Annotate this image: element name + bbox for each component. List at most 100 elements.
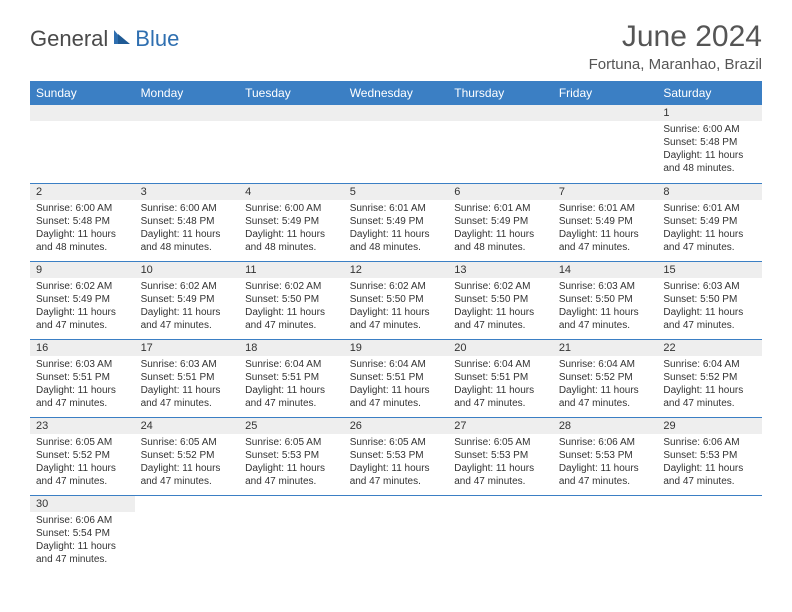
calendar-body: 1 Sunrise: 6:00 AMSunset: 5:48 PMDaylight…: [30, 105, 762, 573]
calendar-day-cell: 9Sunrise: 6:02 AMSunset: 5:49 PMDaylight…: [30, 261, 135, 339]
calendar-day-cell: 28Sunrise: 6:06 AMSunset: 5:53 PMDayligh…: [553, 417, 658, 495]
calendar-day-cell: 5Sunrise: 6:01 AMSunset: 5:49 PMDaylight…: [344, 183, 449, 261]
calendar-day-cell: 11Sunrise: 6:02 AMSunset: 5:50 PMDayligh…: [239, 261, 344, 339]
day-number: 5: [344, 184, 449, 200]
calendar-week-row: 2Sunrise: 6:00 AMSunset: 5:48 PMDaylight…: [30, 183, 762, 261]
day-number: 6: [448, 184, 553, 200]
calendar-day-cell: 25Sunrise: 6:05 AMSunset: 5:53 PMDayligh…: [239, 417, 344, 495]
daylight-line: Daylight: 11 hours and 47 minutes.: [245, 306, 338, 332]
calendar-day-cell: [344, 105, 449, 183]
calendar-day-cell: 10Sunrise: 6:02 AMSunset: 5:49 PMDayligh…: [135, 261, 240, 339]
day-content: Sunrise: 6:01 AMSunset: 5:49 PMDaylight:…: [553, 200, 658, 258]
day-content: Sunrise: 6:04 AMSunset: 5:51 PMDaylight:…: [448, 356, 553, 414]
day-content: Sunrise: 6:02 AMSunset: 5:50 PMDaylight:…: [448, 278, 553, 336]
daylight-line: Daylight: 11 hours and 47 minutes.: [350, 384, 443, 410]
daylight-line: Daylight: 11 hours and 47 minutes.: [454, 462, 547, 488]
day-content: Sunrise: 6:03 AMSunset: 5:51 PMDaylight:…: [135, 356, 240, 414]
sunset-line: Sunset: 5:52 PM: [36, 449, 129, 462]
sunrise-line: Sunrise: 6:01 AM: [559, 202, 652, 215]
sunrise-line: Sunrise: 6:05 AM: [245, 436, 338, 449]
calendar-week-row: 9Sunrise: 6:02 AMSunset: 5:49 PMDaylight…: [30, 261, 762, 339]
sunset-line: Sunset: 5:52 PM: [559, 371, 652, 384]
daylight-line: Daylight: 11 hours and 47 minutes.: [36, 462, 129, 488]
day-number-empty: [135, 105, 240, 121]
day-number: 22: [657, 340, 762, 356]
day-number: 25: [239, 418, 344, 434]
weekday-header: Friday: [553, 81, 658, 105]
day-number: 30: [30, 496, 135, 512]
calendar-day-cell: [30, 105, 135, 183]
daylight-line: Daylight: 11 hours and 47 minutes.: [454, 306, 547, 332]
calendar-day-cell: 12Sunrise: 6:02 AMSunset: 5:50 PMDayligh…: [344, 261, 449, 339]
calendar-week-row: 1Sunrise: 6:00 AMSunset: 5:48 PMDaylight…: [30, 105, 762, 183]
day-number: 14: [553, 262, 658, 278]
sunset-line: Sunset: 5:49 PM: [350, 215, 443, 228]
calendar-day-cell: 26Sunrise: 6:05 AMSunset: 5:53 PMDayligh…: [344, 417, 449, 495]
day-number: 26: [344, 418, 449, 434]
sunrise-line: Sunrise: 6:05 AM: [141, 436, 234, 449]
day-content: Sunrise: 6:05 AMSunset: 5:52 PMDaylight:…: [30, 434, 135, 492]
calendar-day-cell: [448, 495, 553, 573]
sunrise-line: Sunrise: 6:02 AM: [454, 280, 547, 293]
sunset-line: Sunset: 5:51 PM: [141, 371, 234, 384]
calendar-table: SundayMondayTuesdayWednesdayThursdayFrid…: [30, 81, 762, 573]
day-number-empty: [239, 105, 344, 121]
day-number: 7: [553, 184, 658, 200]
sunrise-line: Sunrise: 6:00 AM: [141, 202, 234, 215]
day-content: Sunrise: 6:04 AMSunset: 5:52 PMDaylight:…: [657, 356, 762, 414]
sunset-line: Sunset: 5:53 PM: [350, 449, 443, 462]
day-content: Sunrise: 6:01 AMSunset: 5:49 PMDaylight:…: [344, 200, 449, 258]
calendar-week-row: 16Sunrise: 6:03 AMSunset: 5:51 PMDayligh…: [30, 339, 762, 417]
calendar-day-cell: 23Sunrise: 6:05 AMSunset: 5:52 PMDayligh…: [30, 417, 135, 495]
sunrise-line: Sunrise: 6:04 AM: [559, 358, 652, 371]
sunset-line: Sunset: 5:53 PM: [245, 449, 338, 462]
sunrise-line: Sunrise: 6:01 AM: [454, 202, 547, 215]
day-number: 21: [553, 340, 658, 356]
day-number: 1: [657, 105, 762, 121]
day-content: Sunrise: 6:00 AMSunset: 5:49 PMDaylight:…: [239, 200, 344, 258]
daylight-line: Daylight: 11 hours and 47 minutes.: [36, 306, 129, 332]
day-content: Sunrise: 6:04 AMSunset: 5:51 PMDaylight:…: [344, 356, 449, 414]
day-number: 8: [657, 184, 762, 200]
weekday-header: Thursday: [448, 81, 553, 105]
daylight-line: Daylight: 11 hours and 47 minutes.: [141, 306, 234, 332]
sunrise-line: Sunrise: 6:02 AM: [141, 280, 234, 293]
calendar-day-cell: [553, 495, 658, 573]
calendar-day-cell: 15Sunrise: 6:03 AMSunset: 5:50 PMDayligh…: [657, 261, 762, 339]
sunset-line: Sunset: 5:54 PM: [36, 527, 129, 540]
calendar-day-cell: 7Sunrise: 6:01 AMSunset: 5:49 PMDaylight…: [553, 183, 658, 261]
calendar-day-cell: 4Sunrise: 6:00 AMSunset: 5:49 PMDaylight…: [239, 183, 344, 261]
calendar-page: General Blue June 2024 Fortuna, Maranhao…: [0, 0, 792, 593]
sunset-line: Sunset: 5:49 PM: [36, 293, 129, 306]
calendar-day-cell: [135, 495, 240, 573]
calendar-day-cell: 13Sunrise: 6:02 AMSunset: 5:50 PMDayligh…: [448, 261, 553, 339]
calendar-day-cell: 21Sunrise: 6:04 AMSunset: 5:52 PMDayligh…: [553, 339, 658, 417]
sunset-line: Sunset: 5:53 PM: [559, 449, 652, 462]
calendar-day-cell: [553, 105, 658, 183]
calendar-day-cell: 1Sunrise: 6:00 AMSunset: 5:48 PMDaylight…: [657, 105, 762, 183]
calendar-day-cell: 16Sunrise: 6:03 AMSunset: 5:51 PMDayligh…: [30, 339, 135, 417]
logo-sail-icon: [112, 28, 132, 51]
sunrise-line: Sunrise: 6:03 AM: [141, 358, 234, 371]
sunset-line: Sunset: 5:49 PM: [141, 293, 234, 306]
sunrise-line: Sunrise: 6:03 AM: [663, 280, 756, 293]
day-number: 24: [135, 418, 240, 434]
sunset-line: Sunset: 5:50 PM: [350, 293, 443, 306]
calendar-day-cell: 18Sunrise: 6:04 AMSunset: 5:51 PMDayligh…: [239, 339, 344, 417]
calendar-week-row: 23Sunrise: 6:05 AMSunset: 5:52 PMDayligh…: [30, 417, 762, 495]
calendar-day-cell: 6Sunrise: 6:01 AMSunset: 5:49 PMDaylight…: [448, 183, 553, 261]
month-title: June 2024: [589, 20, 762, 54]
sunset-line: Sunset: 5:50 PM: [454, 293, 547, 306]
weekday-header: Wednesday: [344, 81, 449, 105]
daylight-line: Daylight: 11 hours and 47 minutes.: [36, 540, 129, 566]
sunrise-line: Sunrise: 6:05 AM: [454, 436, 547, 449]
daylight-line: Daylight: 11 hours and 47 minutes.: [559, 306, 652, 332]
daylight-line: Daylight: 11 hours and 48 minutes.: [36, 228, 129, 254]
day-content: Sunrise: 6:00 AMSunset: 5:48 PMDaylight:…: [135, 200, 240, 258]
calendar-day-cell: 2Sunrise: 6:00 AMSunset: 5:48 PMDaylight…: [30, 183, 135, 261]
day-content: Sunrise: 6:00 AMSunset: 5:48 PMDaylight:…: [30, 200, 135, 258]
daylight-line: Daylight: 11 hours and 47 minutes.: [559, 462, 652, 488]
day-content: Sunrise: 6:05 AMSunset: 5:53 PMDaylight:…: [344, 434, 449, 492]
calendar-day-cell: 17Sunrise: 6:03 AMSunset: 5:51 PMDayligh…: [135, 339, 240, 417]
calendar-day-cell: 22Sunrise: 6:04 AMSunset: 5:52 PMDayligh…: [657, 339, 762, 417]
